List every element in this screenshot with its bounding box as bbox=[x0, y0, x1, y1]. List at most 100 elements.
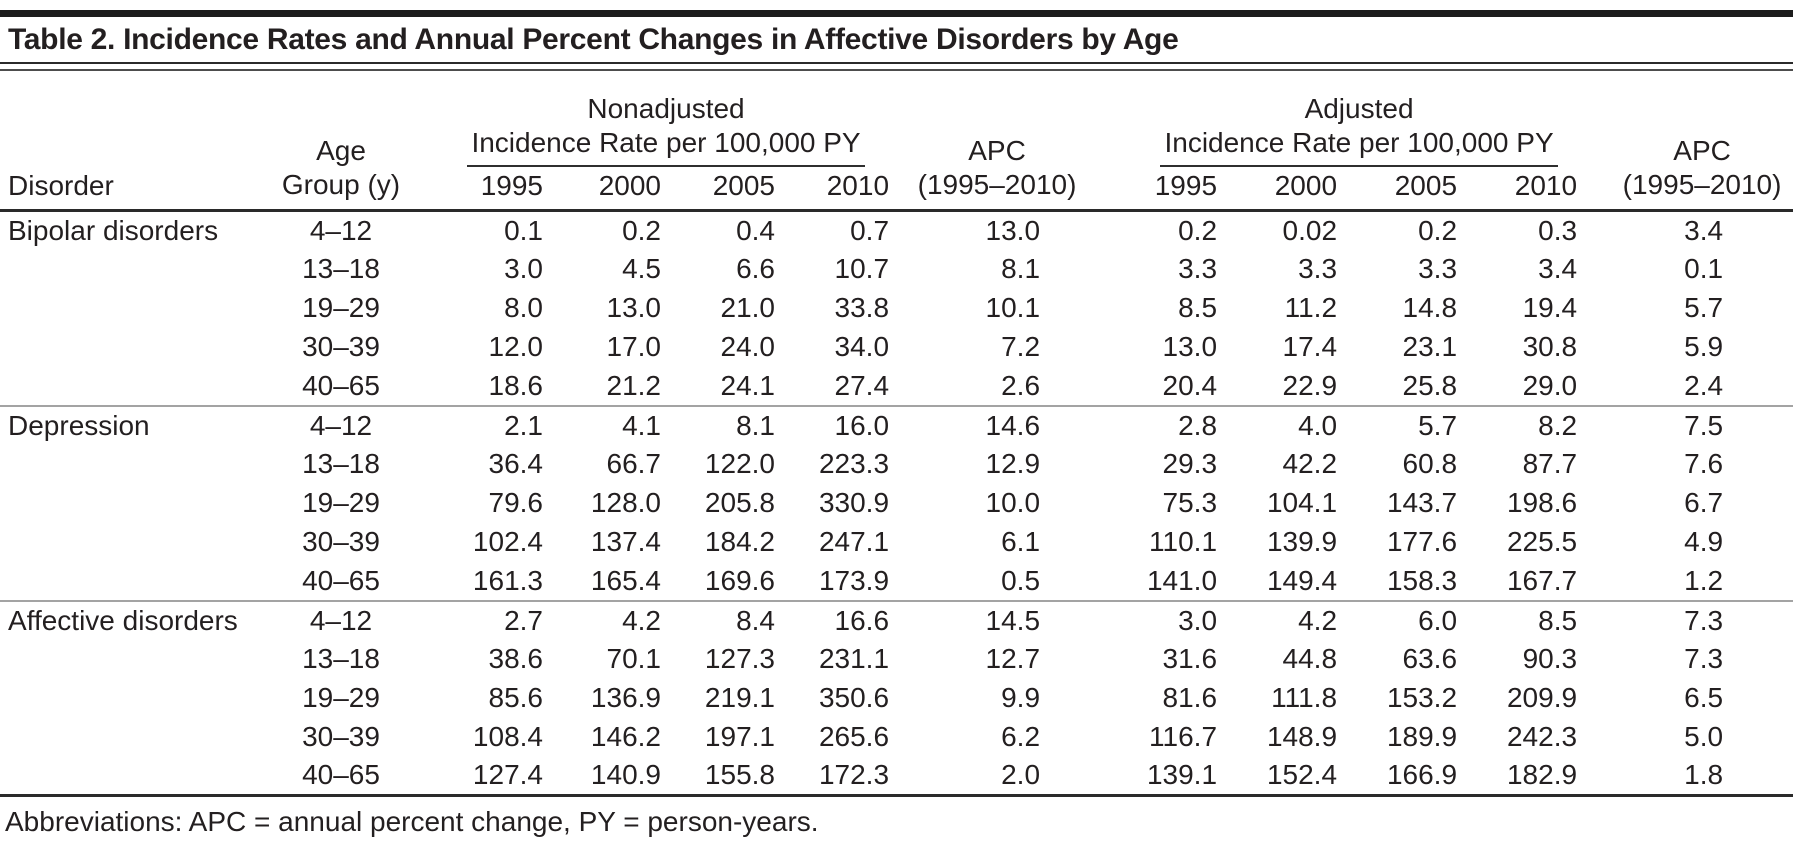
incidence-table: Disorder Age Group (y) Nonadjusted Incid… bbox=[0, 71, 1793, 797]
table-row: Affective disorders 4–12 2.7 4.2 8.4 16.6 14.5… bbox=[0, 599, 1793, 640]
nonadjusted-rate-cell: 4.2 bbox=[548, 599, 666, 640]
adjusted-rate-cell: 3.4 bbox=[1538, 253, 1578, 284]
table-row: 13–18 38.6 70.1 127.3 231.1 12.7 31.6 44.8 63.6 9… bbox=[0, 640, 1793, 679]
apc-nonadjusted-column-header: APC (1995–2010) bbox=[894, 71, 1100, 211]
year-header-adjusted-1995: 1995 bbox=[1154, 170, 1218, 201]
age-group-cell: 30–39 bbox=[302, 526, 380, 557]
age-group-cell: 4–12 bbox=[280, 599, 402, 640]
adjusted-rate-cell: 20.4 bbox=[1162, 369, 1218, 401]
table-row: 30–39 108.4 146.2 197.1 265.6 6.2 116.7 148.9 18… bbox=[0, 718, 1793, 757]
age-group-cell: 13–18 bbox=[302, 448, 380, 479]
adjusted-rate-cell: 23.1 bbox=[1402, 331, 1458, 362]
nonadjusted-rate-cell: 13.0 bbox=[606, 292, 662, 323]
nonadjusted-group-label: Nonadjusted Incidence Rate per 100,000 P… bbox=[467, 92, 865, 167]
disorder-cell bbox=[0, 484, 280, 523]
adjusted-rate-cell: 4.0 bbox=[1222, 404, 1343, 445]
adjusted-rate-cell: 149.4 bbox=[1266, 564, 1338, 596]
nonadjusted-apc-cell: 10.1 bbox=[985, 292, 1041, 323]
disorder-cell bbox=[0, 679, 280, 718]
age-group-cell: 40–65 bbox=[302, 564, 380, 596]
nonadjusted-rate-cell: 0.4 bbox=[736, 214, 775, 246]
adjusted-apc-cell: 2.4 bbox=[1684, 369, 1724, 401]
adjusted-apc-cell: 5.9 bbox=[1684, 331, 1724, 362]
table-row: 19–29 79.6 128.0 205.8 330.9 10.0 75.3 104.1 143… bbox=[0, 484, 1793, 523]
age-header-line1: Age bbox=[316, 134, 366, 166]
nonadjusted-rate-cell: 34.0 bbox=[834, 331, 890, 362]
nonadjusted-rate-cell: 223.3 bbox=[818, 448, 890, 479]
nonadjusted-apc-cell: 13.0 bbox=[985, 214, 1041, 246]
adjusted-rate-cell: 19.4 bbox=[1522, 292, 1578, 323]
nonadjusted-rate-cell: 66.7 bbox=[606, 448, 662, 479]
nonadjusted-rate-cell: 137.4 bbox=[590, 526, 661, 557]
nonadjusted-rate-cell: 8.4 bbox=[666, 599, 780, 640]
adjusted-rate-cell: 110.1 bbox=[1149, 526, 1218, 557]
age-group-column-header: Age Group (y) bbox=[280, 71, 402, 211]
adjusted-apc-cell: 0.1 bbox=[1684, 253, 1724, 284]
nonadjusted-rate-cell: 33.8 bbox=[834, 292, 890, 323]
adjusted-rate-cell: 87.7 bbox=[1522, 448, 1578, 479]
adjusted-rate-cell: 166.9 bbox=[1386, 759, 1458, 791]
nonadjusted-rate-cell: 16.6 bbox=[780, 599, 895, 640]
nonadjusted-rate-cell: 8.0 bbox=[504, 292, 543, 323]
apc-adjusted-column-header: APC (1995–2010) bbox=[1582, 71, 1793, 211]
adjusted-apc-cell: 6.5 bbox=[1684, 682, 1724, 713]
nonadjusted-rate-cell: 27.4 bbox=[834, 369, 890, 401]
nonadjusted-rate-cell: 4.5 bbox=[622, 253, 661, 284]
header-top-rule bbox=[0, 69, 1793, 71]
adjusted-apc-cell: 7.5 bbox=[1582, 404, 1793, 445]
table-row: Depression 4–12 2.1 4.1 8.1 16.0 14.6 2.8 4.0 5.7… bbox=[0, 404, 1793, 445]
nonadjusted-rate-cell: 128.0 bbox=[590, 487, 661, 518]
nonadjusted-rate-cell: 21.0 bbox=[720, 292, 776, 323]
adjusted-apc-cell: 5.0 bbox=[1684, 721, 1724, 752]
adjusted-rate-cell: 2.8 bbox=[1100, 404, 1223, 445]
nonadjusted-rate-cell: 265.6 bbox=[818, 721, 890, 752]
nonadjusted-apc-cell: 12.9 bbox=[985, 448, 1041, 479]
nonadjusted-apc-cell: 8.1 bbox=[1001, 253, 1041, 284]
adjusted-rate-cell: 182.9 bbox=[1506, 759, 1578, 791]
adjusted-rate-cell: 0.2 bbox=[1178, 214, 1218, 246]
disorder-cell bbox=[0, 523, 280, 562]
table-row: 13–18 3.0 4.5 6.6 10.7 8.1 3.3 3.3 3.3 3.4 0.1 bbox=[0, 250, 1793, 289]
adjusted-rate-cell: 90.3 bbox=[1522, 643, 1578, 674]
nonadjusted-rate-cell: 350.6 bbox=[818, 682, 890, 713]
nonadjusted-apc-cell: 2.6 bbox=[1001, 369, 1041, 401]
adjusted-line2: Incidence Rate per 100,000 PY bbox=[1164, 126, 1554, 158]
year-header-nonadjusted-2010: 2010 bbox=[826, 170, 890, 201]
adjusted-group-header: Adjusted Incidence Rate per 100,000 PY bbox=[1100, 71, 1582, 167]
table-body: Bipolar disorders 4–12 0.1 0.2 0.4 0.7 13.0 0.2… bbox=[0, 211, 1793, 796]
nonadjusted-rate-cell: 102.4 bbox=[472, 526, 543, 557]
apc-header-line2: (1995–2010) bbox=[1622, 168, 1782, 200]
top-rule-bar bbox=[0, 10, 1793, 17]
table-row: Bipolar disorders 4–12 0.1 0.2 0.4 0.7 13.0 0.2… bbox=[0, 211, 1793, 250]
year-header-nonadjusted-1995: 1995 bbox=[480, 170, 543, 201]
adjusted-rate-cell: 6.0 bbox=[1342, 599, 1463, 640]
adjusted-rate-cell: 111.8 bbox=[1271, 682, 1338, 713]
age-group-cell: 30–39 bbox=[302, 721, 380, 752]
nonadjusted-rate-cell: 197.1 bbox=[704, 721, 775, 752]
adjusted-rate-cell: 13.0 bbox=[1162, 331, 1218, 362]
nonadjusted-rate-cell: 108.4 bbox=[472, 721, 543, 752]
adjusted-rate-cell: 177.6 bbox=[1386, 526, 1458, 557]
age-group-cell: 19–29 bbox=[302, 682, 380, 713]
table-row: 30–39 102.4 137.4 184.2 247.1 6.1 110.1 139.9 17… bbox=[0, 523, 1793, 562]
adjusted-rate-cell: 141.0 bbox=[1146, 564, 1218, 596]
adjusted-apc-cell: 1.2 bbox=[1684, 564, 1724, 596]
nonadjusted-rate-cell: 0.7 bbox=[850, 214, 890, 246]
age-group-cell: 30–39 bbox=[302, 331, 380, 362]
table-row: 40–65 161.3 165.4 169.6 173.9 0.5 141.0 149.4 15… bbox=[0, 562, 1793, 601]
adjusted-rate-cell: 30.8 bbox=[1522, 331, 1578, 362]
nonadjusted-rate-cell: 36.4 bbox=[488, 448, 544, 479]
adjusted-rate-cell: 17.4 bbox=[1282, 331, 1338, 362]
adjusted-rate-cell: 0.02 bbox=[1282, 214, 1338, 246]
nonadjusted-apc-cell: 7.2 bbox=[1001, 331, 1041, 362]
nonadjusted-rate-cell: 24.0 bbox=[720, 331, 776, 362]
adjusted-rate-cell: 3.3 bbox=[1298, 253, 1338, 284]
adjusted-rate-cell: 4.2 bbox=[1222, 599, 1343, 640]
adjusted-apc-cell: 7.3 bbox=[1684, 643, 1724, 674]
adjusted-apc-cell: 5.7 bbox=[1684, 292, 1724, 323]
nonadjusted-rate-cell: 165.4 bbox=[590, 564, 661, 596]
nonadjusted-rate-cell: 172.3 bbox=[818, 759, 890, 791]
disorder-cell bbox=[0, 328, 280, 367]
nonadjusted-apc-cell: 2.0 bbox=[1001, 759, 1041, 791]
adjusted-rate-cell: 167.7 bbox=[1506, 564, 1578, 596]
